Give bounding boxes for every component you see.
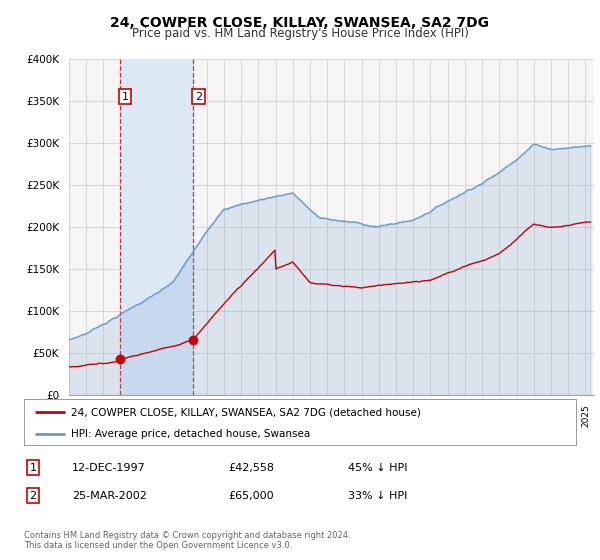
Text: 33% ↓ HPI: 33% ↓ HPI bbox=[348, 491, 407, 501]
Text: This data is licensed under the Open Government Licence v3.0.: This data is licensed under the Open Gov… bbox=[24, 541, 292, 550]
Text: HPI: Average price, detached house, Swansea: HPI: Average price, detached house, Swan… bbox=[71, 429, 310, 438]
Text: 45% ↓ HPI: 45% ↓ HPI bbox=[348, 463, 407, 473]
Text: 24, COWPER CLOSE, KILLAY, SWANSEA, SA2 7DG: 24, COWPER CLOSE, KILLAY, SWANSEA, SA2 7… bbox=[110, 16, 490, 30]
Text: 2: 2 bbox=[29, 491, 37, 501]
Text: 2: 2 bbox=[195, 92, 202, 101]
Text: 25-MAR-2002: 25-MAR-2002 bbox=[72, 491, 147, 501]
Text: Contains HM Land Registry data © Crown copyright and database right 2024.: Contains HM Land Registry data © Crown c… bbox=[24, 531, 350, 540]
Text: 12-DEC-1997: 12-DEC-1997 bbox=[72, 463, 146, 473]
Text: 1: 1 bbox=[29, 463, 37, 473]
Text: 1: 1 bbox=[121, 92, 128, 101]
Bar bbox=[120, 59, 193, 395]
Text: Price paid vs. HM Land Registry's House Price Index (HPI): Price paid vs. HM Land Registry's House … bbox=[131, 27, 469, 40]
Text: £65,000: £65,000 bbox=[228, 491, 274, 501]
Text: £42,558: £42,558 bbox=[228, 463, 274, 473]
Text: 24, COWPER CLOSE, KILLAY, SWANSEA, SA2 7DG (detached house): 24, COWPER CLOSE, KILLAY, SWANSEA, SA2 7… bbox=[71, 407, 421, 417]
